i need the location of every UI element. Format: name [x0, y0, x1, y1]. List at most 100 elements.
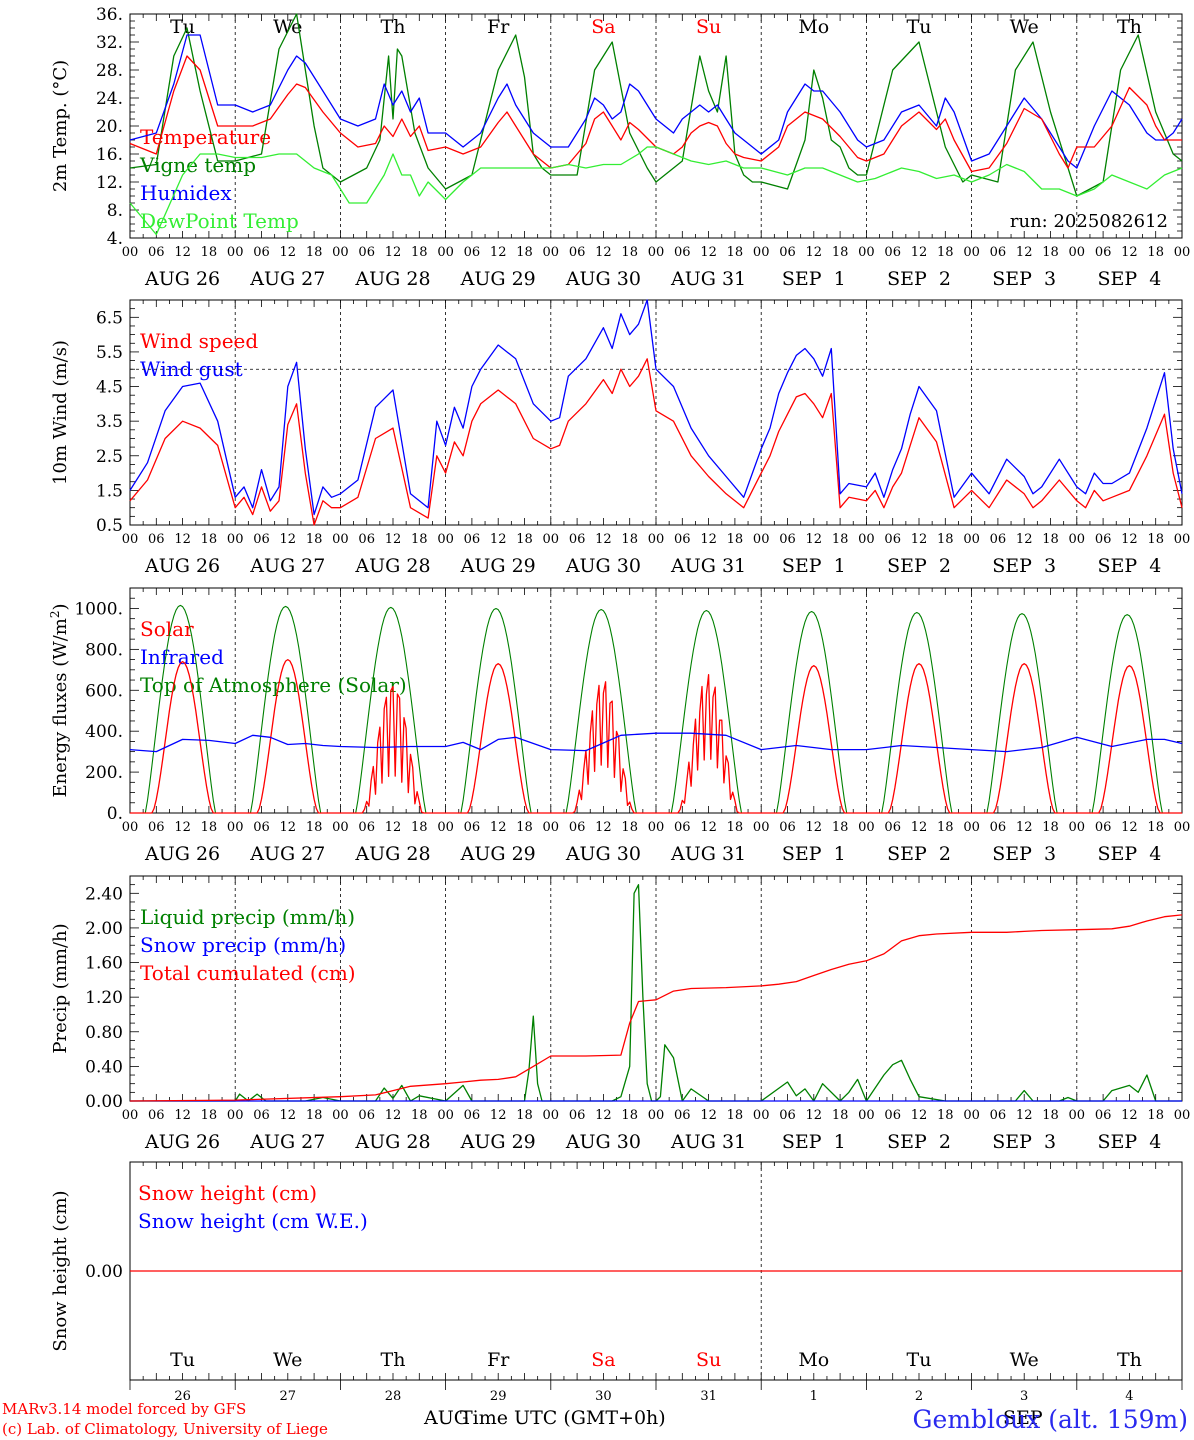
- hour-label: 18: [727, 245, 744, 260]
- date-label: AUG 27: [249, 1131, 325, 1153]
- hour-label: 18: [1042, 245, 1059, 260]
- date-label: AUG 27: [249, 555, 325, 577]
- hour-label: 06: [464, 1108, 481, 1123]
- y-axis-label: 10m Wind (m/s): [50, 340, 71, 485]
- hour-label: 18: [832, 1108, 849, 1123]
- day-number-label: 26: [174, 1389, 191, 1404]
- y-tick-label: 2.00: [85, 919, 123, 939]
- hour-label: 06: [884, 820, 901, 835]
- hour-label: 00: [122, 820, 139, 835]
- y-tick-label: 16.: [96, 145, 123, 165]
- hour-label: 00: [227, 1108, 244, 1123]
- day-number-label: 1: [810, 1389, 818, 1404]
- y-tick-label: 4.5: [96, 378, 123, 398]
- hour-label: 12: [1121, 532, 1138, 547]
- day-number-label: 27: [280, 1389, 297, 1404]
- hour-label: 06: [884, 245, 901, 260]
- date-label: SEP 4: [1097, 843, 1161, 865]
- weekday-label: Th: [1117, 16, 1142, 38]
- y-tick-label: 0.40: [85, 1057, 123, 1077]
- weekday-label: We: [1010, 16, 1039, 38]
- date-label: AUG 28: [354, 268, 430, 290]
- hour-label: 00: [1069, 532, 1086, 547]
- panel-frame: [129, 13, 1183, 239]
- y-tick-label: 2.40: [85, 884, 123, 904]
- hour-label: 06: [569, 820, 586, 835]
- hour-label: 12: [385, 245, 402, 260]
- day-number-label: 29: [490, 1389, 507, 1404]
- weekday-label: Th: [381, 16, 406, 38]
- weekday-label: We: [273, 16, 302, 38]
- hour-label: 18: [516, 245, 533, 260]
- hour-label: 18: [306, 245, 323, 260]
- y-tick-label: 1.5: [96, 481, 123, 501]
- legend-entry: Solar: [140, 617, 194, 641]
- panel-snow: 0.00 Snow height (cm) Snow height (cm) Snow…: [50, 1161, 1183, 1404]
- hour-label: 12: [1016, 1108, 1033, 1123]
- hour-label: 18: [621, 532, 638, 547]
- hour-label: 18: [306, 1108, 323, 1123]
- hour-label: 18: [1147, 820, 1164, 835]
- hour-label: 12: [911, 820, 928, 835]
- y-axis-label: Snow height (cm): [50, 1190, 71, 1351]
- hour-label: 18: [1042, 532, 1059, 547]
- weekday-label: Tu: [907, 1349, 932, 1371]
- y-tick-label: 5.5: [96, 343, 123, 363]
- hour-label: 12: [700, 245, 717, 260]
- hour-label: 00: [332, 245, 349, 260]
- hour-label: 06: [990, 1108, 1007, 1123]
- date-label: AUG 30: [565, 268, 641, 290]
- date-label: SEP 4: [1097, 1131, 1161, 1153]
- hour-label: 00: [437, 820, 454, 835]
- hour-label: 06: [569, 245, 586, 260]
- hour-label: 12: [700, 532, 717, 547]
- hour-label: 06: [358, 245, 375, 260]
- date-label: AUG 27: [249, 268, 325, 290]
- hour-label: 06: [358, 1108, 375, 1123]
- legend-entry: Wind speed: [140, 329, 258, 353]
- hour-label: 18: [727, 1108, 744, 1123]
- day-number-label: 30: [595, 1389, 612, 1404]
- day-number-label: 28: [385, 1389, 402, 1404]
- hour-label: 00: [753, 245, 770, 260]
- run-label: run: 2025082612: [1010, 211, 1168, 232]
- hour-label: 12: [490, 1108, 507, 1123]
- date-label: AUG 30: [565, 843, 641, 865]
- panels: 4.8.12.16.20.24.28.32.36.2m Temp. (°C) Te…: [48, 5, 1190, 1404]
- series-solar: [130, 658, 1182, 814]
- hour-label: 12: [174, 1108, 191, 1123]
- date-label: AUG 28: [354, 555, 430, 577]
- hour-label: 18: [201, 820, 218, 835]
- hour-label: 12: [490, 532, 507, 547]
- hour-label: 00: [1174, 820, 1191, 835]
- series-vigne-temp: [129, 13, 1183, 197]
- hour-label: 00: [1174, 1108, 1191, 1123]
- hour-label: 12: [911, 1108, 928, 1123]
- y-tick-label: 1000.: [74, 599, 123, 619]
- y-tick-label: 12.: [96, 173, 123, 193]
- hour-label: 06: [674, 245, 691, 260]
- weekday-label: Fr: [487, 16, 510, 38]
- hour-label: 00: [437, 245, 454, 260]
- weekday-label: We: [273, 1349, 302, 1371]
- y-tick-label: 6.5: [96, 308, 123, 328]
- hour-label: 00: [1174, 245, 1191, 260]
- legend-entry: Total cumulated (cm): [140, 961, 356, 985]
- hour-label: 06: [1095, 532, 1112, 547]
- hour-label: 12: [280, 820, 297, 835]
- legend-entry: Liquid precip (mm/h): [140, 905, 355, 929]
- hour-label: 12: [806, 532, 823, 547]
- hour-label: 12: [1016, 532, 1033, 547]
- y-tick-label: 200.: [85, 763, 123, 783]
- panel-wind: 0.5 1.5 2.5 3.5 4.5 5.5 6.5 10m Wind (m/s) Wind …: [50, 299, 1190, 577]
- date-label: AUG 31: [670, 1131, 746, 1153]
- y-tick-label: 400.: [85, 722, 123, 742]
- date-label: SEP 2: [887, 843, 951, 865]
- hour-label: 06: [464, 820, 481, 835]
- date-label: AUG 29: [460, 268, 536, 290]
- hour-label: 12: [174, 532, 191, 547]
- hour-label: 00: [858, 820, 875, 835]
- hour-label: 12: [911, 245, 928, 260]
- footer-station: Gembloux (alt. 159m): [913, 1405, 1188, 1434]
